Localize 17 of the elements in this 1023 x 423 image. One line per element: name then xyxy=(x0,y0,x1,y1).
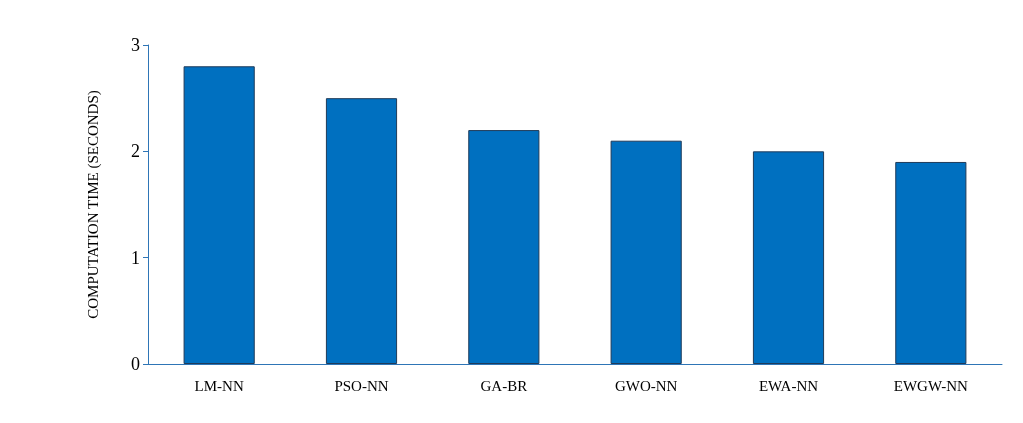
x-tick-label: GWO-NN xyxy=(614,377,678,394)
x-tick-label: LM-NN xyxy=(194,377,244,394)
bar xyxy=(895,161,967,364)
bar xyxy=(183,66,255,364)
bar xyxy=(468,130,540,364)
bar xyxy=(752,151,825,364)
x-tick-label: PSO-NN xyxy=(334,377,389,394)
x-tick-label: EWGW-NN xyxy=(893,377,969,394)
y-tick-label: 1 xyxy=(131,247,140,268)
x-tick-label: EWA-NN xyxy=(758,377,819,394)
y-tick-label: 3 xyxy=(131,35,140,55)
x-tick-label: GA-BR xyxy=(480,377,528,394)
bar xyxy=(325,98,398,364)
y-axis-title: COMPUTATION TIME (SECONDS) xyxy=(84,90,102,319)
bar xyxy=(610,140,682,364)
y-tick-label: 2 xyxy=(131,141,140,162)
y-tick-label: 0 xyxy=(131,354,140,374)
